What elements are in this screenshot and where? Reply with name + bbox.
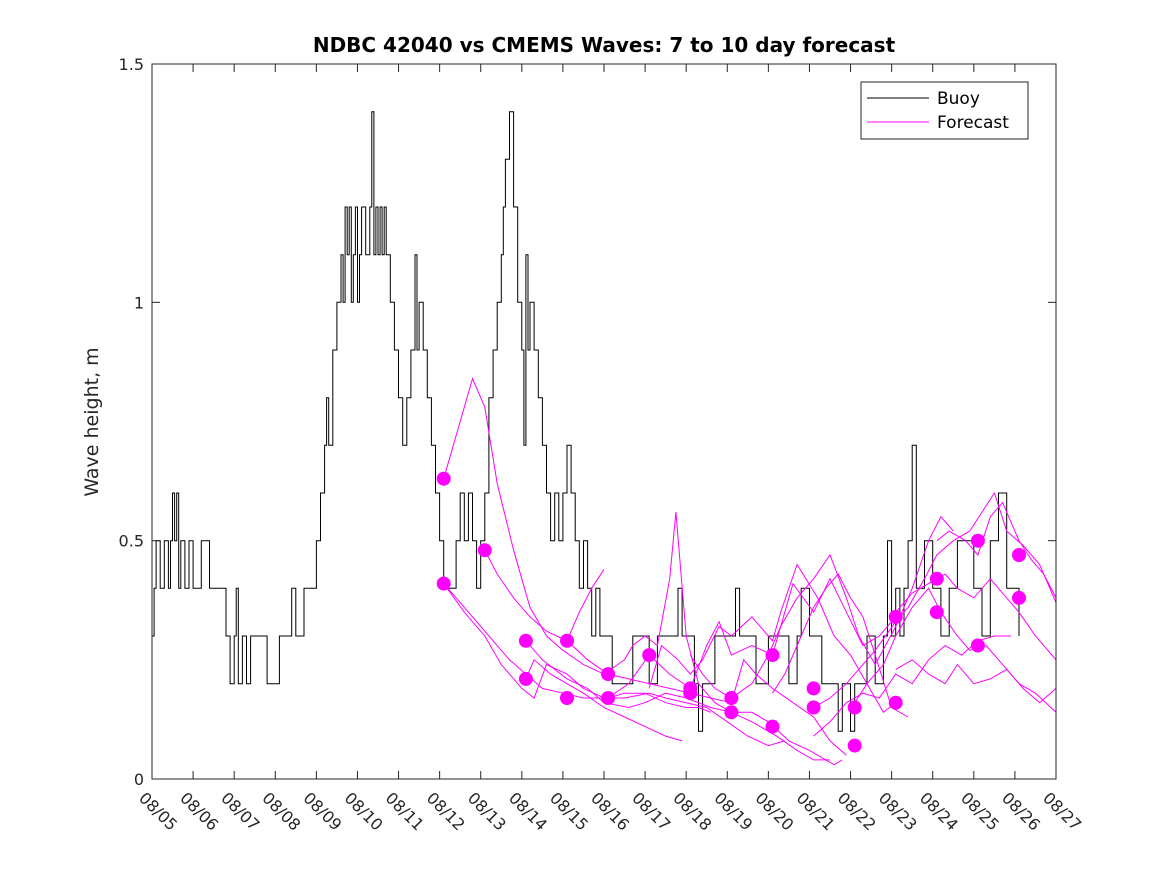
forecast-marker-10 [642, 648, 657, 663]
legend-forecast-label: Forecast [937, 113, 1009, 133]
forecast-series-line-9 [648, 563, 897, 714]
forecast-series-line-8 [607, 577, 897, 699]
forecast-marker-22 [888, 695, 903, 710]
forecast-marker-28 [1012, 590, 1026, 605]
buoy-series-line [152, 111, 1020, 732]
forecast-marker-3 [477, 543, 492, 558]
forecast-marker-9 [601, 691, 616, 705]
forecast-marker-14 [724, 705, 739, 720]
legend-box [860, 81, 1029, 140]
forecast-marker-8 [601, 667, 616, 682]
y-tick-label-0: 0 [134, 770, 144, 789]
y-axis-label: Wave height, m [81, 347, 103, 496]
data-layer [152, 111, 1057, 766]
forecast-series-line-17 [772, 573, 909, 718]
forecast-marker-17 [806, 681, 821, 696]
forecast-marker-20 [847, 738, 862, 753]
y-tick-label-1.5: 1.5 [119, 55, 144, 74]
y-tick-label-1: 1 [134, 293, 144, 312]
y-tick-label-0.5: 0.5 [119, 532, 144, 551]
forecast-marker-26 [970, 638, 985, 653]
forecast-series-line-1 [443, 377, 843, 766]
forecast-series-line-11 [813, 491, 1057, 708]
forecast-marker-25 [970, 533, 985, 548]
forecast-marker-7 [560, 691, 574, 705]
forecast-marker-16 [765, 719, 780, 734]
plot-area [152, 64, 1056, 779]
forecast-marker-2 [436, 576, 451, 591]
legend: Buoy Forecast [860, 81, 1029, 140]
forecast-series-line-15 [895, 659, 1057, 704]
forecast-marker-12 [683, 686, 698, 701]
chart-title: NDBC 42040 vs CMEMS Waves: 7 to 10 day f… [313, 33, 896, 57]
forecast-marker-27 [1012, 548, 1026, 562]
forecast-marker-18 [806, 700, 821, 715]
forecast-marker-4 [518, 633, 533, 648]
forecast-marker-13 [724, 691, 739, 705]
forecast-marker-19 [847, 700, 862, 715]
forecast-series-line-6 [525, 640, 830, 761]
forecast-marker-6 [560, 633, 574, 648]
forecast-series-line-3 [484, 549, 605, 642]
forecast-series-line-14 [936, 501, 1057, 599]
forecast-series-line-4 [525, 658, 683, 742]
forecast-series-line-7 [566, 640, 847, 756]
forecast-marker-24 [929, 605, 944, 620]
forecast-marker-23 [929, 571, 944, 586]
forecast-series-line-13 [895, 573, 1057, 661]
legend-buoy-label: Buoy [937, 89, 980, 109]
forecast-marker-15 [765, 648, 780, 663]
forecast-marker-21 [888, 609, 903, 624]
forecast-marker-1 [436, 471, 451, 486]
forecast-marker-5 [518, 671, 533, 686]
